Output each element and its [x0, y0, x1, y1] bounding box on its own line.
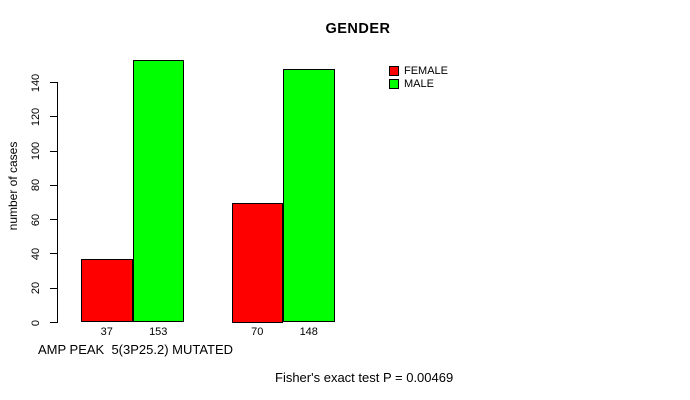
bar-male-group-2	[283, 68, 335, 323]
legend-label: MALE	[404, 77, 434, 90]
annotation-text: Fisher's exact test P = 0.00469	[275, 370, 454, 385]
bar-value-label: 37	[100, 326, 113, 338]
bar-female-group-1	[81, 259, 133, 323]
y-tick-label: 100	[30, 141, 42, 161]
y-tick-label: 20	[30, 282, 42, 295]
y-tick-label: 0	[30, 319, 42, 326]
y-tick-mark	[50, 116, 57, 118]
y-tick-mark	[50, 150, 57, 152]
x-axis-label: AMP PEAK 5(3P25.2) MUTATED	[38, 342, 234, 357]
bar-value-label: 70	[251, 326, 264, 338]
y-tick-mark	[50, 82, 57, 83]
bar-male-group-1	[132, 60, 184, 323]
y-tick-mark	[50, 184, 57, 186]
y-tick-mark	[50, 287, 57, 289]
legend-item-female: FEMALE	[389, 64, 448, 77]
bar-value-label: 148	[299, 326, 318, 338]
bar-female-group-2	[231, 202, 283, 323]
y-tick-label: 140	[30, 73, 42, 92]
y-tick-label: 80	[30, 179, 42, 192]
y-tick-mark	[50, 253, 57, 255]
y-tick-mark	[50, 219, 57, 221]
legend-swatch-icon	[389, 65, 399, 76]
y-axis-title: number of cases	[6, 141, 20, 231]
chart-title: GENDER	[325, 21, 391, 37]
y-tick-mark	[50, 322, 57, 323]
legend-item-male: MALE	[389, 77, 448, 90]
legend: FEMALE MALE	[389, 64, 448, 90]
bar-value-label: 153	[149, 326, 168, 338]
y-tick-label: 120	[30, 107, 42, 126]
y-axis-line	[57, 82, 58, 323]
legend-label: FEMALE	[404, 64, 449, 77]
legend-swatch-icon	[389, 78, 399, 89]
y-tick-label: 40	[30, 247, 42, 261]
y-tick-label: 60	[30, 213, 42, 226]
